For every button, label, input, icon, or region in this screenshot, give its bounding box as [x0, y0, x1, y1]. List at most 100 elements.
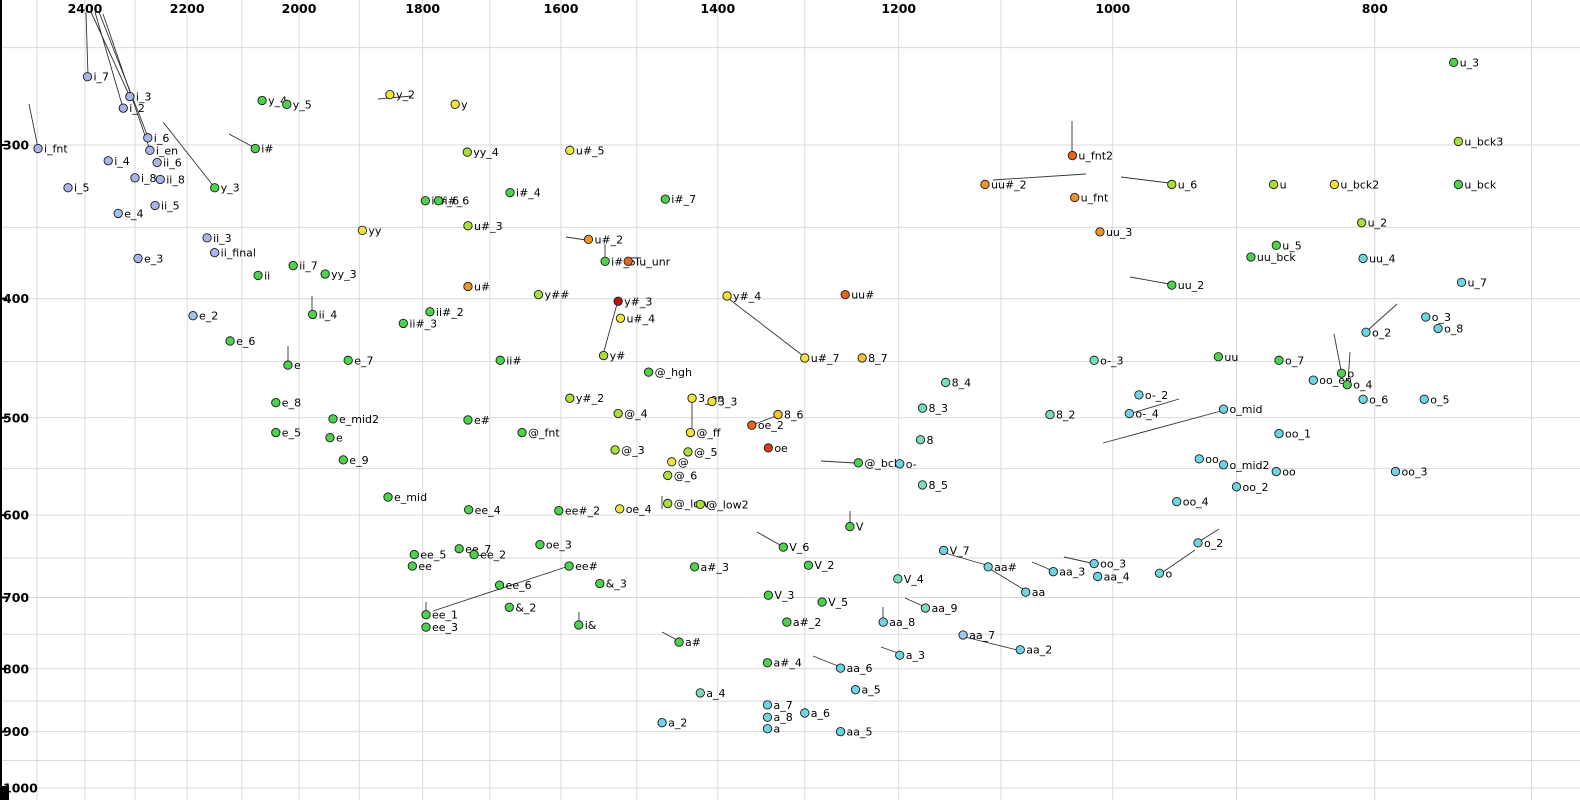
point-label: u — [1280, 178, 1287, 191]
data-point — [1419, 394, 1429, 404]
data-point — [1356, 218, 1367, 228]
data-point — [983, 562, 993, 572]
point-label: ii_6 — [163, 157, 182, 170]
point-label: y — [461, 98, 468, 111]
data-point — [835, 663, 846, 673]
data-point — [1271, 466, 1281, 477]
point-label: aa_6 — [847, 662, 873, 675]
data-point — [857, 353, 867, 363]
point-label: oo_3 — [1401, 466, 1427, 479]
point-label: u_bck — [1464, 178, 1497, 191]
x-tick-label: 800 — [1362, 1, 1388, 16]
data-point — [103, 156, 113, 166]
data-point — [941, 377, 951, 388]
data-point — [667, 457, 677, 467]
point-label: ii_8 — [166, 173, 185, 186]
data-point — [613, 408, 623, 419]
data-point — [357, 225, 368, 236]
connector-line — [1102, 410, 1222, 444]
data-point — [462, 147, 472, 157]
point-label: o_mid2 — [1230, 459, 1270, 472]
point-label: ii_7 — [299, 260, 318, 273]
point-label: @_ff — [696, 427, 721, 440]
data-point — [1124, 408, 1135, 419]
connector-line — [992, 173, 1087, 181]
point-label: ee_4 — [475, 504, 501, 517]
point-label: @_5 — [694, 446, 718, 459]
data-point — [1218, 460, 1229, 470]
data-point — [980, 179, 990, 190]
data-point — [504, 602, 514, 612]
data-point — [845, 521, 855, 532]
data-point — [202, 233, 212, 243]
data-point — [407, 561, 417, 571]
y-tick-label: 800 — [3, 661, 29, 676]
data-point — [565, 145, 575, 155]
connector-line — [989, 568, 1024, 590]
point-label: ee_2 — [480, 549, 506, 562]
data-point — [707, 396, 717, 407]
data-point — [1358, 394, 1368, 404]
data-point — [695, 499, 705, 510]
data-point — [463, 221, 473, 231]
data-point — [505, 187, 515, 198]
data-point — [895, 459, 905, 469]
point-label: e_mid — [394, 491, 427, 504]
data-point — [850, 685, 861, 695]
connector-line — [661, 631, 678, 641]
data-point — [535, 539, 545, 550]
data-point — [1342, 380, 1352, 390]
data-point — [1167, 179, 1177, 190]
connector-line — [1063, 556, 1092, 564]
data-point — [113, 208, 123, 219]
connector-line — [162, 121, 216, 189]
axis-corner-mark — [0, 786, 9, 800]
data-point — [915, 435, 926, 445]
point-label: 8_2 — [1056, 409, 1076, 422]
x-tick-label: 1800 — [405, 1, 440, 16]
data-point — [152, 157, 162, 168]
point-label: ee#_2 — [565, 505, 600, 518]
point-label: e_7 — [354, 354, 373, 367]
data-point — [1274, 355, 1284, 365]
point-label: o_4 — [1353, 379, 1372, 392]
data-point — [1308, 375, 1318, 385]
point-label: o_5 — [1430, 393, 1449, 406]
point-label: y_3 — [221, 182, 240, 195]
point-label: @ — [678, 456, 689, 469]
point-label: o_2 — [1204, 537, 1223, 550]
point-label: y# — [610, 350, 626, 363]
data-point — [1329, 179, 1340, 190]
point-label: ii_3 — [213, 232, 232, 245]
connector-line — [102, 13, 151, 151]
point-label: y#_2 — [576, 392, 604, 405]
connector-line — [944, 552, 987, 566]
data-point — [145, 145, 155, 155]
x-tick-label: 1600 — [544, 1, 579, 16]
connector-line — [1367, 303, 1398, 331]
point-label: oo_2 — [1242, 481, 1268, 494]
data-point — [325, 433, 335, 443]
data-point — [564, 561, 574, 571]
data-point — [257, 95, 267, 106]
data-point — [762, 712, 773, 722]
x-tick-label: 2400 — [68, 1, 103, 16]
point-label: e_9 — [349, 454, 368, 467]
data-point — [450, 99, 460, 109]
data-point — [773, 409, 783, 420]
data-point — [763, 443, 773, 453]
point-label: oo_1 — [1285, 428, 1311, 441]
connector-line — [756, 531, 781, 546]
data-point — [1268, 179, 1279, 190]
point-label: e_8 — [282, 397, 301, 410]
connector-line — [754, 415, 777, 425]
point-label: 8_5 — [928, 479, 948, 492]
point-label: a#_2 — [793, 616, 821, 629]
connector-line — [1129, 276, 1170, 285]
point-label: yy — [368, 224, 382, 237]
x-tick-label: 1400 — [700, 1, 735, 16]
data-point — [1231, 482, 1242, 492]
point-label: i# — [261, 143, 273, 156]
point-label: a# — [685, 636, 701, 649]
